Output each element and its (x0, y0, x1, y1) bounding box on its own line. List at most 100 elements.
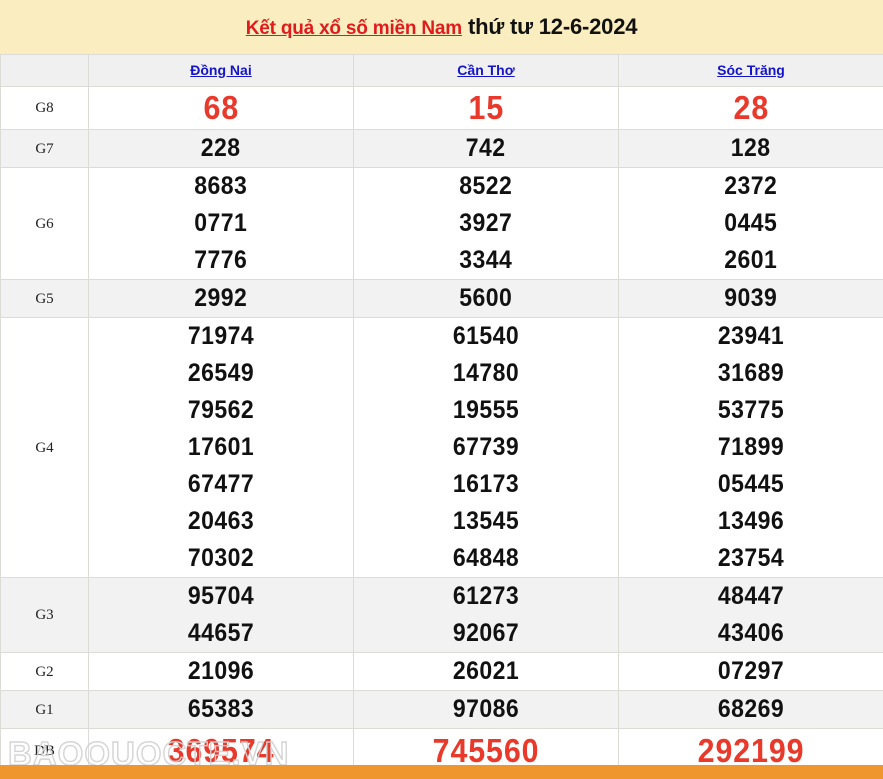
result-number: 48447 (717, 582, 785, 610)
result-number: 53775 (717, 396, 785, 424)
result-number: 5600 (459, 284, 513, 312)
table-row: G2 21096 26021 07297 (0, 652, 883, 691)
result-number: 61273 (452, 582, 520, 610)
number-list: 61273 92067 (354, 578, 618, 652)
result-number: 8522 (459, 172, 513, 200)
province-header-2: Sóc Trăng (618, 54, 883, 87)
number-list: 9039 (619, 280, 883, 317)
page-header-banner: Kết quả xổ số miền Nam thứ tư 12-6-2024 (0, 0, 883, 54)
result-number: 61540 (452, 322, 520, 350)
province-header-0: Đồng Nai (88, 54, 354, 87)
result-number: 71974 (187, 322, 255, 350)
page-title: Kết quả xổ số miền Nam thứ tư 12-6-2024 (246, 14, 638, 40)
prize-label-text: G5 (35, 290, 54, 307)
number-list: 228 (89, 130, 353, 167)
prize-label-g7: G7 (0, 129, 89, 168)
result-number: 19555 (452, 396, 520, 424)
result-number: 7776 (194, 246, 248, 274)
number-list: 742 (354, 130, 618, 167)
table-row: G7 228 742 128 (0, 129, 883, 168)
prize-label-g2: G2 (0, 652, 89, 691)
province-header-1: Cần Thơ (353, 54, 619, 87)
result-cell: 8522 3927 3344 (353, 167, 619, 280)
result-cell: 48447 43406 (618, 577, 883, 653)
prize-label-g3: G3 (0, 577, 89, 653)
prize-label-text: G3 (35, 607, 54, 623)
result-number: 3344 (459, 246, 513, 274)
result-number: 2992 (194, 284, 248, 312)
number-list: 2992 (89, 280, 353, 317)
result-number: 79562 (187, 396, 255, 424)
result-number: 0445 (724, 209, 778, 237)
result-number: 31689 (717, 359, 785, 387)
result-number: 43406 (717, 619, 785, 647)
province-link-soc-trang[interactable]: Sóc Trăng (717, 61, 785, 78)
result-cell: 2992 (88, 279, 354, 318)
number-list: 8683 0771 7776 (89, 168, 353, 279)
result-number: 67477 (187, 470, 255, 498)
result-number: 2372 (724, 172, 778, 200)
prize-label-text: G8 (35, 100, 54, 116)
number-list: 5600 (354, 280, 618, 317)
result-number: 64848 (452, 544, 520, 572)
result-number: 742 (466, 134, 506, 162)
result-number: 2601 (724, 246, 778, 274)
result-number: 44657 (187, 619, 255, 647)
result-number: 26549 (187, 359, 255, 387)
result-cell: 68 (88, 86, 354, 130)
result-number: 13496 (717, 507, 785, 535)
result-number: 71899 (717, 433, 785, 461)
prize-label-g8: G8 (0, 86, 89, 130)
prize-label-g6: G6 (0, 167, 89, 280)
result-number: 17601 (187, 433, 255, 461)
number-list: 15 (354, 87, 618, 129)
province-link-can-tho[interactable]: Cần Thơ (457, 61, 515, 78)
result-number: 13545 (452, 507, 520, 535)
result-cell: 5600 (353, 279, 619, 318)
table-row: G6 8683 0771 7776 8522 3927 3344 2372 0445 2601 (0, 167, 883, 280)
result-number: 07297 (717, 657, 785, 685)
province-link-dong-nai[interactable]: Đồng Nai (190, 61, 252, 78)
lottery-results-table: Đồng Nai Cần Thơ Sóc Trăng G8 68 15 28 G7 228… (0, 54, 883, 774)
table-row: G1 65383 97086 68269 (0, 690, 883, 729)
bottom-orange-strip (0, 765, 883, 779)
result-number: 292199 (697, 732, 805, 769)
prize-label-text: G6 (35, 215, 54, 232)
result-number: 0771 (194, 209, 248, 237)
number-list: 26021 (354, 653, 618, 690)
result-cell: 21096 (88, 652, 354, 691)
result-cell: 26021 (353, 652, 619, 691)
result-cell: 61540 14780 19555 67739 16173 13545 64848 (353, 317, 619, 578)
result-number: 95704 (187, 582, 255, 610)
result-number: 16173 (452, 470, 520, 498)
result-number: 92067 (452, 619, 520, 647)
number-list: 23941 31689 53775 71899 05445 13496 23754 (619, 318, 883, 577)
result-number: 8683 (194, 172, 248, 200)
table-row: G5 2992 5600 9039 (0, 279, 883, 318)
result-cell: 15 (353, 86, 619, 130)
result-date-label: thứ tư 12-6-2024 (467, 14, 638, 39)
result-number: 9039 (724, 284, 778, 312)
result-cell: 28 (618, 86, 883, 130)
prize-label-text: G4 (35, 439, 54, 456)
result-number: 26021 (452, 657, 520, 685)
table-row: G8 68 15 28 (0, 86, 883, 130)
number-list: 28 (619, 87, 883, 129)
number-list: 8522 3927 3344 (354, 168, 618, 279)
result-cell: 07297 (618, 652, 883, 691)
lottery-results-link[interactable]: Kết quả xổ số miền Nam (245, 18, 462, 39)
number-list: 292199 (619, 729, 883, 773)
result-cell: 95704 44657 (88, 577, 354, 653)
result-number: 67739 (452, 433, 520, 461)
number-list: 97086 (354, 691, 618, 728)
number-list: 61540 14780 19555 67739 16173 13545 64848 (354, 318, 618, 577)
result-cell: 71974 26549 79562 17601 67477 20463 70302 (88, 317, 354, 578)
prize-label-g1: G1 (0, 690, 89, 729)
number-list: 07297 (619, 653, 883, 690)
result-number: 14780 (452, 359, 520, 387)
result-number: 68269 (717, 695, 785, 723)
result-cell: 228 (88, 129, 354, 168)
table-row: G3 95704 44657 61273 92067 48447 43406 (0, 577, 883, 653)
number-list: 68 (89, 87, 353, 129)
result-number: 97086 (452, 695, 520, 723)
